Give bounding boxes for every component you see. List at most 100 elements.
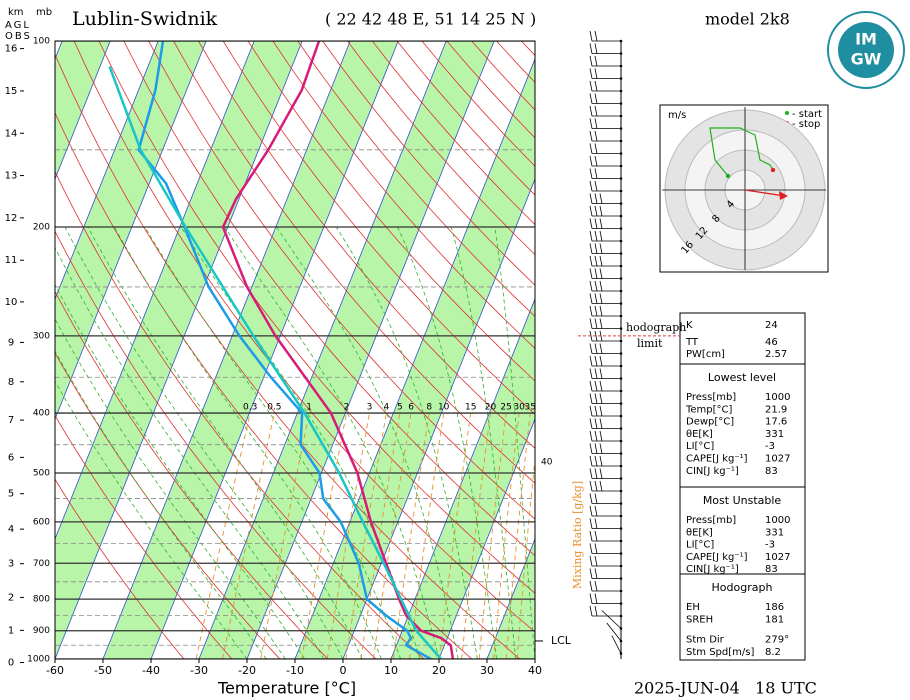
barb-feather: [589, 130, 593, 142]
km-tick-label: 11: [5, 255, 18, 266]
barb-feather: [599, 218, 603, 229]
barb-feather: [589, 568, 593, 579]
barb-feather: [594, 305, 598, 317]
barb-feather: [594, 118, 598, 129]
barb-feather: [594, 68, 598, 79]
barb-feather: [594, 355, 598, 367]
stat-value: 8.2: [765, 647, 781, 658]
moist-adiabat: [180, 226, 421, 659]
isotherm: [150, 41, 399, 659]
barb-feather: [589, 55, 593, 67]
barb-feather: [599, 268, 603, 279]
barb-feather: [594, 380, 598, 392]
barb-feather: [594, 393, 598, 404]
barb-feather: [589, 418, 593, 429]
barb-feather: [589, 405, 593, 417]
barb-staff: [601, 610, 622, 629]
stat-label: θE[K]: [686, 527, 713, 538]
barb-feather: [589, 380, 593, 392]
lcl-label: LCL: [551, 634, 572, 647]
barb-feather: [589, 218, 593, 229]
stat-label: Press[mb]: [686, 515, 736, 526]
barb-feather: [594, 218, 598, 229]
mixing-ratio-label: 5: [397, 403, 403, 413]
barb-feather: [589, 543, 593, 554]
hodo-start: [725, 173, 731, 179]
hodo-stop: [770, 167, 776, 173]
profile-line: [221, 41, 455, 659]
barb-feather: [594, 255, 598, 267]
plot-area: [55, 41, 535, 659]
x-tick-label: 0: [340, 664, 347, 677]
barb-feather: [594, 505, 598, 517]
km-tick-label: 1: [8, 625, 14, 636]
barb-feather: [589, 205, 593, 217]
barb-feather: [594, 593, 598, 604]
barb-feather: [594, 155, 598, 167]
section-title: Hodograph: [712, 581, 773, 594]
barb-feather: [594, 80, 598, 92]
stat-label: EH: [686, 602, 700, 613]
barb-feather: [599, 393, 603, 404]
stat-value: 331: [765, 429, 784, 440]
mixing-ratio-label: 10: [438, 403, 450, 413]
barb-feather: [599, 443, 603, 454]
barb-feather: [589, 193, 593, 204]
x-tick-label: 10: [384, 664, 398, 677]
barb-feather: [594, 580, 598, 592]
barb-feather: [589, 505, 593, 517]
stat-label: CIN[J kg⁻¹]: [686, 466, 739, 477]
barb-feather: [589, 493, 593, 504]
barb-feather: [589, 243, 593, 254]
isotherm: [438, 417, 535, 659]
barb-feather: [589, 105, 593, 117]
mb-label: mb: [36, 7, 52, 18]
km-tick-label: 14: [5, 128, 18, 139]
mixing-ratio-label: 4: [384, 403, 390, 413]
barb-feather: [594, 568, 598, 579]
barb-feather: [594, 243, 598, 254]
location: ( 22 42 48 E, 51 14 25 N ): [325, 10, 536, 29]
y-tick-label: 1000: [27, 655, 50, 665]
barb-feather: [599, 468, 603, 479]
start-dot: [785, 111, 789, 115]
isotherm: [55, 41, 255, 541]
barb-feather: [589, 455, 593, 467]
barb-feather: [594, 180, 598, 192]
barb-feather: [589, 305, 593, 317]
stat-value: 21.9: [765, 404, 787, 415]
barb-feather: [594, 418, 598, 429]
section-title: Most Unstable: [703, 494, 782, 507]
profile-line: [137, 41, 432, 659]
isotherm-band: [199, 41, 495, 659]
isotherm: [198, 41, 447, 659]
moist-adiabat: [450, 226, 517, 659]
stat-label: CIN[J kg⁻¹]: [686, 564, 739, 575]
x-axis-label: Temperature [°C]: [217, 679, 356, 698]
barb-feather: [589, 530, 593, 542]
storm-motion-arrow: [744, 189, 786, 197]
km-tick-label: 15: [5, 86, 18, 97]
km-tick-label: 7: [8, 415, 14, 426]
hodo-trace: [709, 127, 774, 177]
moist-adiabat: [397, 226, 497, 659]
barb-feather: [599, 280, 603, 292]
barb-feather: [594, 368, 598, 379]
barb-feather: [589, 393, 593, 404]
barb-feather: [599, 418, 603, 429]
km-tick-label: 8: [8, 377, 14, 388]
barb-feather: [594, 268, 598, 279]
hodograph-limit-text: limit: [637, 337, 663, 350]
barb-feather: [589, 555, 593, 567]
x-tick-label: 20: [432, 664, 446, 677]
barb-feather: [599, 305, 603, 317]
barb-feather: [599, 405, 603, 417]
stat-value: 186: [765, 602, 784, 613]
barb-staff: [606, 622, 622, 642]
y-tick-label: 300: [33, 331, 50, 341]
logo-bottom: GW: [851, 50, 882, 69]
agl-label: AGL: [5, 20, 31, 31]
date: 2025-JUN-04 18 UTC: [634, 679, 817, 698]
barb-feather: [599, 368, 603, 379]
